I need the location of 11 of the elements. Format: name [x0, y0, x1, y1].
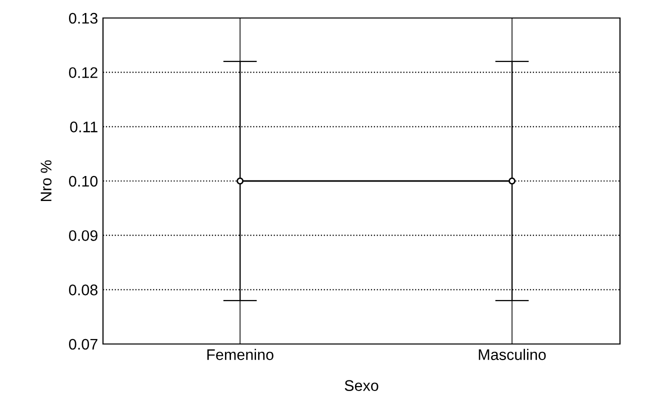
y-tick-label: 0.07 — [69, 338, 98, 350]
y-tick-label: 0.13 — [69, 12, 98, 24]
x-axis-title: Sexo — [344, 380, 378, 391]
y-tick-label: 0.10 — [69, 176, 98, 187]
y-tick-label: 0.11 — [70, 122, 98, 132]
x-tick-label: Masculino — [478, 348, 546, 360]
y-tick-label: 0.12 — [69, 67, 98, 78]
y-tick-label: 0.09 — [69, 230, 98, 242]
y-axis-title: Nro % — [40, 160, 52, 201]
x-tick-label: Femenino — [207, 348, 274, 360]
y-tick-label: 0.08 — [69, 284, 98, 296]
